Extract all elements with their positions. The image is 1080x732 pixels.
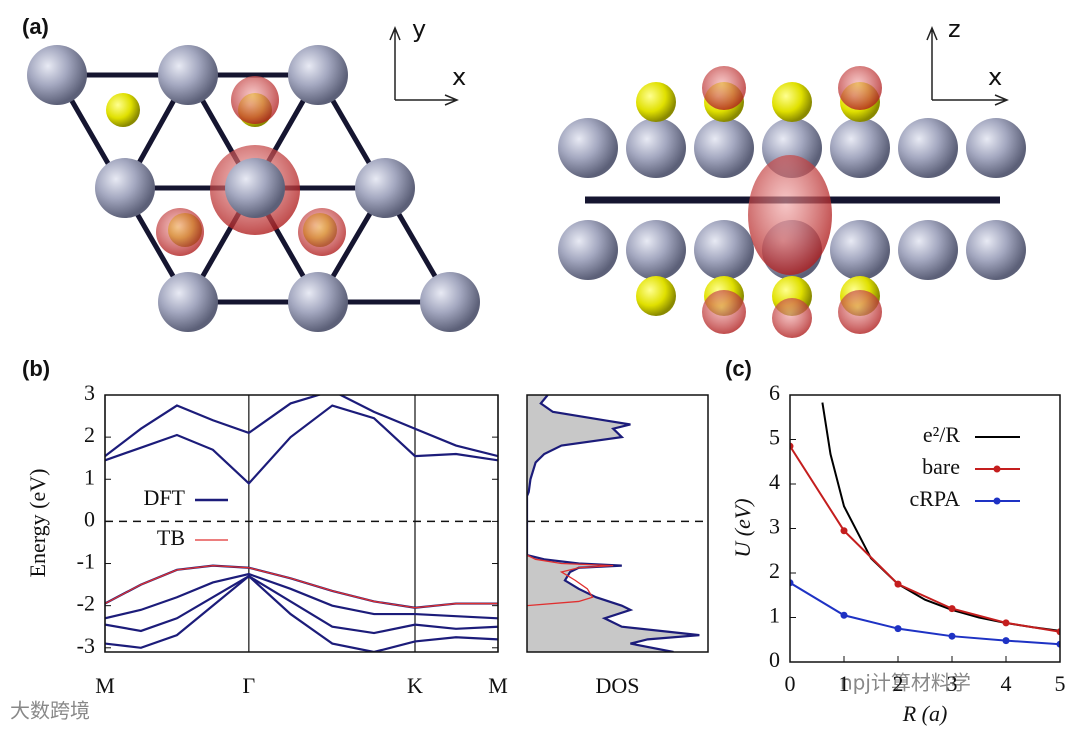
series-line	[790, 445, 1060, 633]
structure-top-atoms	[27, 45, 480, 332]
x-tick-label: 0	[785, 671, 796, 696]
x-tick-label: 1	[839, 671, 850, 696]
coordinate-axes	[389, 26, 1009, 106]
band	[105, 564, 498, 609]
y-tick-label: 6	[769, 380, 780, 405]
point	[1002, 637, 1010, 645]
point	[1056, 628, 1060, 636]
y-tick-label: 5	[769, 425, 780, 450]
point	[948, 632, 956, 640]
y-tick-label: 4	[769, 469, 780, 494]
band	[105, 404, 498, 486]
plot-frame	[104, 394, 499, 653]
x-tick-label: K	[407, 673, 423, 698]
x-tick-label: 2	[893, 671, 904, 696]
structure-side-view	[558, 66, 1026, 338]
point	[790, 579, 794, 587]
y-tick-label: 3	[769, 514, 780, 539]
panel-label: (c)	[725, 356, 752, 381]
point	[790, 442, 794, 450]
legend-label: e²/R	[923, 422, 960, 447]
legend-marker	[993, 497, 1001, 505]
legend-label: bare	[922, 454, 960, 479]
y-tick-label: 0	[84, 506, 95, 531]
watermark: 大数跨境	[10, 699, 90, 723]
y-tick-label: 2	[769, 558, 780, 583]
panel-label: (a)	[22, 14, 49, 39]
band	[105, 574, 498, 635]
dos-line	[527, 554, 614, 607]
x-tick-label: 5	[1055, 671, 1066, 696]
y-tick-label: 0	[769, 647, 780, 672]
x-axis-label: DOS	[595, 673, 639, 698]
y-tick-label: 1	[84, 464, 95, 489]
y-tick-label: 2	[84, 422, 95, 447]
axis-letter: x	[988, 63, 1002, 91]
band	[105, 395, 498, 458]
y-tick-label: -1	[77, 549, 95, 574]
point	[840, 611, 848, 619]
y-tick-label: 1	[769, 603, 780, 628]
legend-label: DFT	[143, 485, 185, 510]
watermark: npj计算材料学	[840, 671, 971, 695]
x-tick-label: M	[488, 673, 508, 698]
legend-marker	[993, 465, 1001, 473]
panel-label: (b)	[22, 356, 50, 381]
band	[105, 574, 498, 652]
y-tick-label: -2	[77, 591, 95, 616]
y-axis-label: Energy (eV)	[25, 469, 50, 578]
point	[1002, 619, 1010, 627]
y-axis-label: U (eV)	[730, 498, 755, 557]
x-tick-label: M	[95, 673, 115, 698]
point	[948, 605, 956, 613]
dos-line	[527, 395, 700, 652]
axis-letter: z	[948, 15, 961, 43]
axis-letter: y	[412, 15, 426, 43]
dos-area	[527, 395, 700, 652]
bands	[105, 395, 498, 652]
dos-curves	[527, 395, 700, 652]
curves	[790, 402, 1060, 648]
axis-letter: x	[452, 63, 466, 91]
point	[894, 625, 902, 633]
x-tick-label: Γ	[242, 673, 255, 698]
band	[105, 572, 498, 620]
legend-label: TB	[157, 525, 185, 550]
plot-frame	[526, 394, 709, 653]
x-tick-label: 4	[1001, 671, 1012, 696]
x-axis-label: R (a)	[902, 701, 948, 726]
legend-label: cRPA	[909, 486, 960, 511]
point	[1056, 640, 1060, 648]
point	[840, 527, 848, 535]
series-line	[790, 581, 1060, 646]
y-tick-label: 3	[84, 380, 95, 405]
point	[894, 580, 902, 588]
y-tick-label: -3	[77, 633, 95, 658]
plot-frame	[789, 394, 1061, 663]
x-tick-label: 3	[947, 671, 958, 696]
